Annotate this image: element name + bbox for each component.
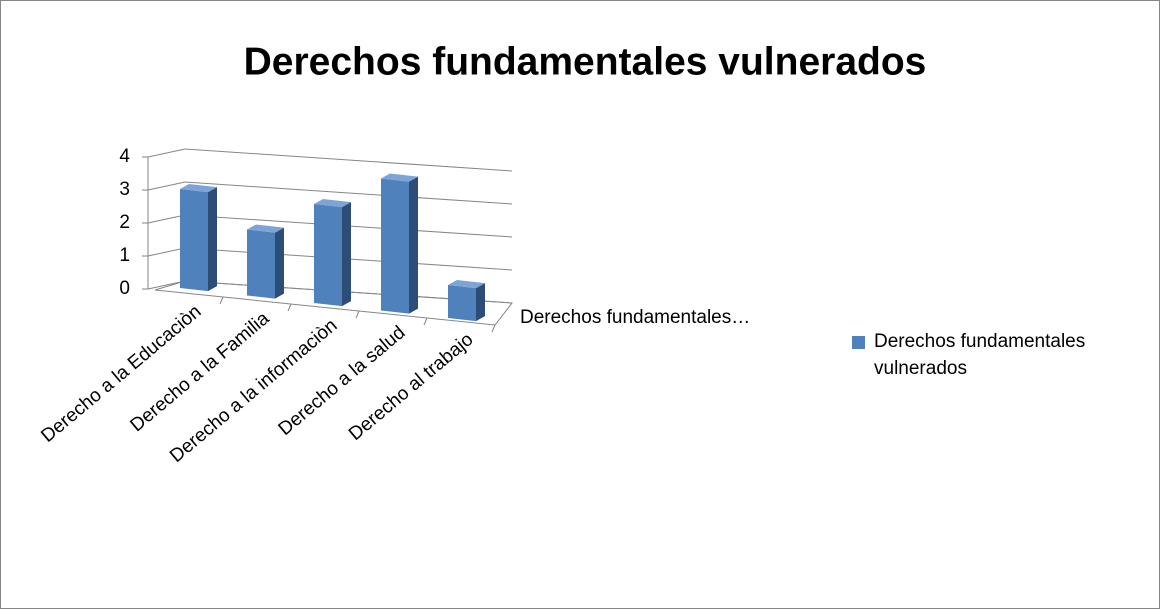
legend: Derechos fundamentales vulnerados bbox=[852, 328, 1142, 382]
legend-key bbox=[852, 336, 865, 349]
bar-side bbox=[476, 283, 485, 322]
bar-front bbox=[247, 229, 275, 299]
x-tick bbox=[355, 310, 360, 319]
y-tick-label: 4 bbox=[119, 146, 130, 167]
bar bbox=[381, 173, 418, 314]
bar bbox=[180, 184, 217, 292]
legend-label: Derechos fundamentales vulnerados bbox=[874, 331, 1086, 379]
grid-line bbox=[147, 148, 513, 172]
bar-front bbox=[381, 178, 409, 314]
bar-top bbox=[381, 173, 418, 182]
y-tick-label: 1 bbox=[119, 245, 130, 266]
bar-front bbox=[448, 285, 476, 322]
bar-side bbox=[342, 202, 351, 307]
y-tick-label: 3 bbox=[119, 179, 130, 200]
y-tick-label: 0 bbox=[119, 278, 130, 299]
x-tick bbox=[423, 317, 428, 326]
depth-axis-label: Derechos fundamentales… bbox=[520, 307, 750, 328]
x-tick bbox=[219, 296, 224, 305]
bar-top bbox=[448, 280, 485, 289]
bar-side bbox=[409, 176, 418, 314]
bar-side bbox=[208, 187, 217, 292]
x-tick bbox=[491, 324, 496, 333]
bar-top bbox=[314, 199, 351, 208]
bar-side bbox=[275, 227, 284, 299]
bar-front bbox=[314, 204, 342, 307]
bar-top bbox=[180, 184, 217, 193]
bar-top bbox=[247, 224, 284, 233]
x-tick bbox=[287, 303, 292, 312]
bar bbox=[314, 199, 351, 307]
chart-title: Derechos fundamentales vulnerados bbox=[244, 40, 927, 83]
bar bbox=[247, 224, 284, 299]
bar bbox=[448, 280, 485, 322]
bar-front bbox=[180, 189, 208, 292]
y-tick-label: 2 bbox=[119, 212, 130, 233]
